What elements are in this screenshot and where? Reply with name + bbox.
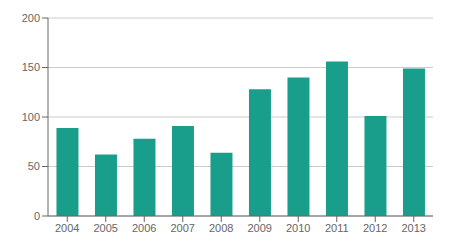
svg-text:2010: 2010 [286, 222, 310, 234]
svg-text:2005: 2005 [94, 222, 118, 234]
svg-text:2009: 2009 [248, 222, 272, 234]
svg-text:2011: 2011 [325, 222, 349, 234]
svg-text:2004: 2004 [55, 222, 79, 234]
svg-text:150: 150 [22, 61, 40, 73]
svg-text:2012: 2012 [363, 222, 387, 234]
svg-text:2006: 2006 [132, 222, 156, 234]
svg-text:0: 0 [34, 210, 40, 222]
svg-text:100: 100 [22, 111, 40, 123]
svg-text:200: 200 [22, 12, 40, 24]
svg-text:2013: 2013 [402, 222, 426, 234]
svg-text:2007: 2007 [171, 222, 195, 234]
svg-text:2008: 2008 [209, 222, 233, 234]
svg-text:50: 50 [28, 160, 40, 172]
